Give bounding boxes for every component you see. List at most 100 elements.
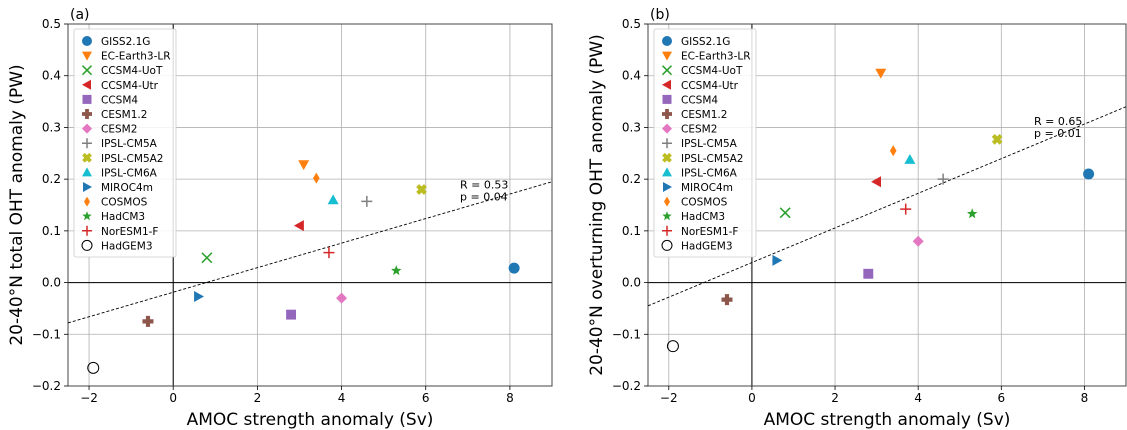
- data-point: [323, 247, 335, 259]
- regression-line: [647, 106, 1127, 307]
- y-tick-label: −0.1: [612, 327, 641, 341]
- data-point: [871, 176, 882, 188]
- legend-label: HadGEM3: [681, 240, 733, 252]
- y-tick-label: 0.0: [42, 276, 61, 290]
- stats-text: p = 0.01: [1034, 127, 1082, 140]
- legend-marker: [82, 211, 92, 221]
- legend-label: CESM2: [101, 124, 137, 136]
- legend-label: GISS2.1G: [681, 36, 730, 48]
- legend-marker: [82, 36, 92, 46]
- legend-label: NorESM1-F: [681, 226, 738, 238]
- legend-label: HadGEM3: [101, 240, 153, 252]
- y-tick-label: 0.4: [42, 69, 61, 83]
- legend-label: CCSM4-UoT: [681, 65, 743, 77]
- y-tick-label: −0.2: [612, 379, 641, 393]
- data-point: [286, 309, 297, 320]
- panel-label: (b): [650, 7, 670, 23]
- data-point: [966, 208, 978, 219]
- y-tick-label: 0.2: [622, 172, 641, 186]
- x-axis-label: AMOC strength anomaly (Sv): [764, 410, 1011, 430]
- legend-label: CCSM4: [101, 94, 138, 106]
- data-point: [937, 173, 949, 185]
- legend-label: CESM1.2: [681, 109, 727, 121]
- legend-label: COSMOS: [681, 197, 728, 209]
- data-point: [904, 153, 916, 164]
- legend-marker: [662, 225, 672, 236]
- legend-label: IPSL-CM5A: [681, 138, 738, 150]
- data-point: [991, 133, 1003, 145]
- legend-marker: [81, 65, 93, 76]
- legend-label: CCSM4-Utr: [681, 80, 739, 92]
- data-point: [194, 291, 204, 303]
- legend-marker: [84, 196, 90, 207]
- legend-marker: [83, 182, 92, 192]
- legend-marker: [82, 94, 92, 104]
- legend-label: NorESM1-F: [101, 226, 158, 238]
- y-axis-label: 20-40°N total OHT anomaly (PW): [7, 64, 27, 345]
- legend-marker: [662, 138, 672, 149]
- y-tick-label: 0.3: [622, 120, 641, 134]
- stats-text: R = 0.65: [1034, 115, 1082, 128]
- legend-marker: [662, 79, 671, 90]
- chart-panel-1: −2 0 2 4 6 8 −0.2 −0.1 0.0 0.1 0.2 0.3 0.4 0.5 AMOC st…: [7, 7, 553, 430]
- x-tick-label: −2: [80, 391, 98, 405]
- legend-marker: [662, 94, 672, 104]
- data-point: [336, 292, 348, 304]
- y-tick-label: 0.0: [622, 276, 641, 290]
- legend-label: CCSM4: [681, 94, 718, 106]
- x-tick-label: −2: [660, 391, 678, 405]
- legend-marker: [662, 36, 672, 46]
- legend-marker: [82, 79, 91, 90]
- data-point: [298, 160, 310, 171]
- y-tick-label: 0.1: [42, 224, 61, 238]
- x-axis-label: AMOC strength anomaly (Sv): [187, 410, 434, 430]
- data-point: [889, 145, 897, 157]
- x-tick-label: 4: [338, 391, 346, 405]
- legend-label: MIROC4m: [681, 182, 733, 194]
- x-tick-label: 2: [254, 391, 262, 405]
- chart-panel-2: −2 0 2 4 6 8 −0.2 −0.1 0.0 0.1 0.2 0.3 0.4 0.5 AMOC st…: [587, 7, 1127, 430]
- data-point: [666, 340, 679, 353]
- legend-label: COSMOS: [101, 197, 148, 209]
- legend-label: IPSL-CM5A2: [681, 153, 743, 165]
- y-axis-label: 20-40°N overturning OHT anomaly (PW): [587, 34, 607, 376]
- legend-marker: [82, 109, 92, 119]
- y-tick-label: 0.1: [622, 224, 641, 238]
- legend-label: CESM1.2: [101, 109, 147, 121]
- x-tick-label: 4: [914, 391, 922, 405]
- data-point: [87, 361, 100, 374]
- legend-marker: [664, 196, 670, 207]
- legend-label: GISS2.1G: [101, 36, 150, 48]
- legend-label: EC-Earth3-LR: [681, 51, 751, 63]
- legend-marker: [82, 138, 92, 149]
- legend: GISS2.1G EC-Earth3-LR CCSM4-UoT CCSM4-Utr CC…: [73, 28, 177, 258]
- legend-label: MIROC4m: [101, 182, 153, 194]
- y-tick-label: −0.2: [32, 379, 61, 393]
- x-tick-label: 6: [422, 391, 430, 405]
- legend-label: IPSL-CM5A: [101, 138, 158, 150]
- legend-marker: [82, 152, 92, 163]
- x-tick-label: 0: [748, 391, 756, 405]
- data-point: [201, 252, 213, 264]
- plot-frame: [647, 23, 1127, 387]
- legend-marker: [662, 152, 672, 163]
- regression-line: [67, 181, 553, 324]
- data-point: [1083, 168, 1095, 180]
- data-point: [912, 235, 924, 247]
- legend-marker: [82, 167, 92, 177]
- data-point: [391, 265, 402, 276]
- legend-box: [653, 28, 757, 258]
- data-point: [416, 184, 427, 195]
- data-point: [327, 194, 339, 205]
- data-point: [875, 68, 887, 79]
- y-tick-label: 0.5: [42, 17, 61, 31]
- legend-label: IPSL-CM6A: [101, 167, 158, 179]
- data-point: [293, 220, 304, 232]
- y-tick-label: −0.1: [32, 327, 61, 341]
- legend-marker: [661, 65, 673, 76]
- legend-marker: [662, 109, 672, 119]
- x-tick-label: 2: [831, 391, 839, 405]
- x-tick-label: 0: [169, 391, 177, 405]
- legend-marker: [662, 167, 672, 177]
